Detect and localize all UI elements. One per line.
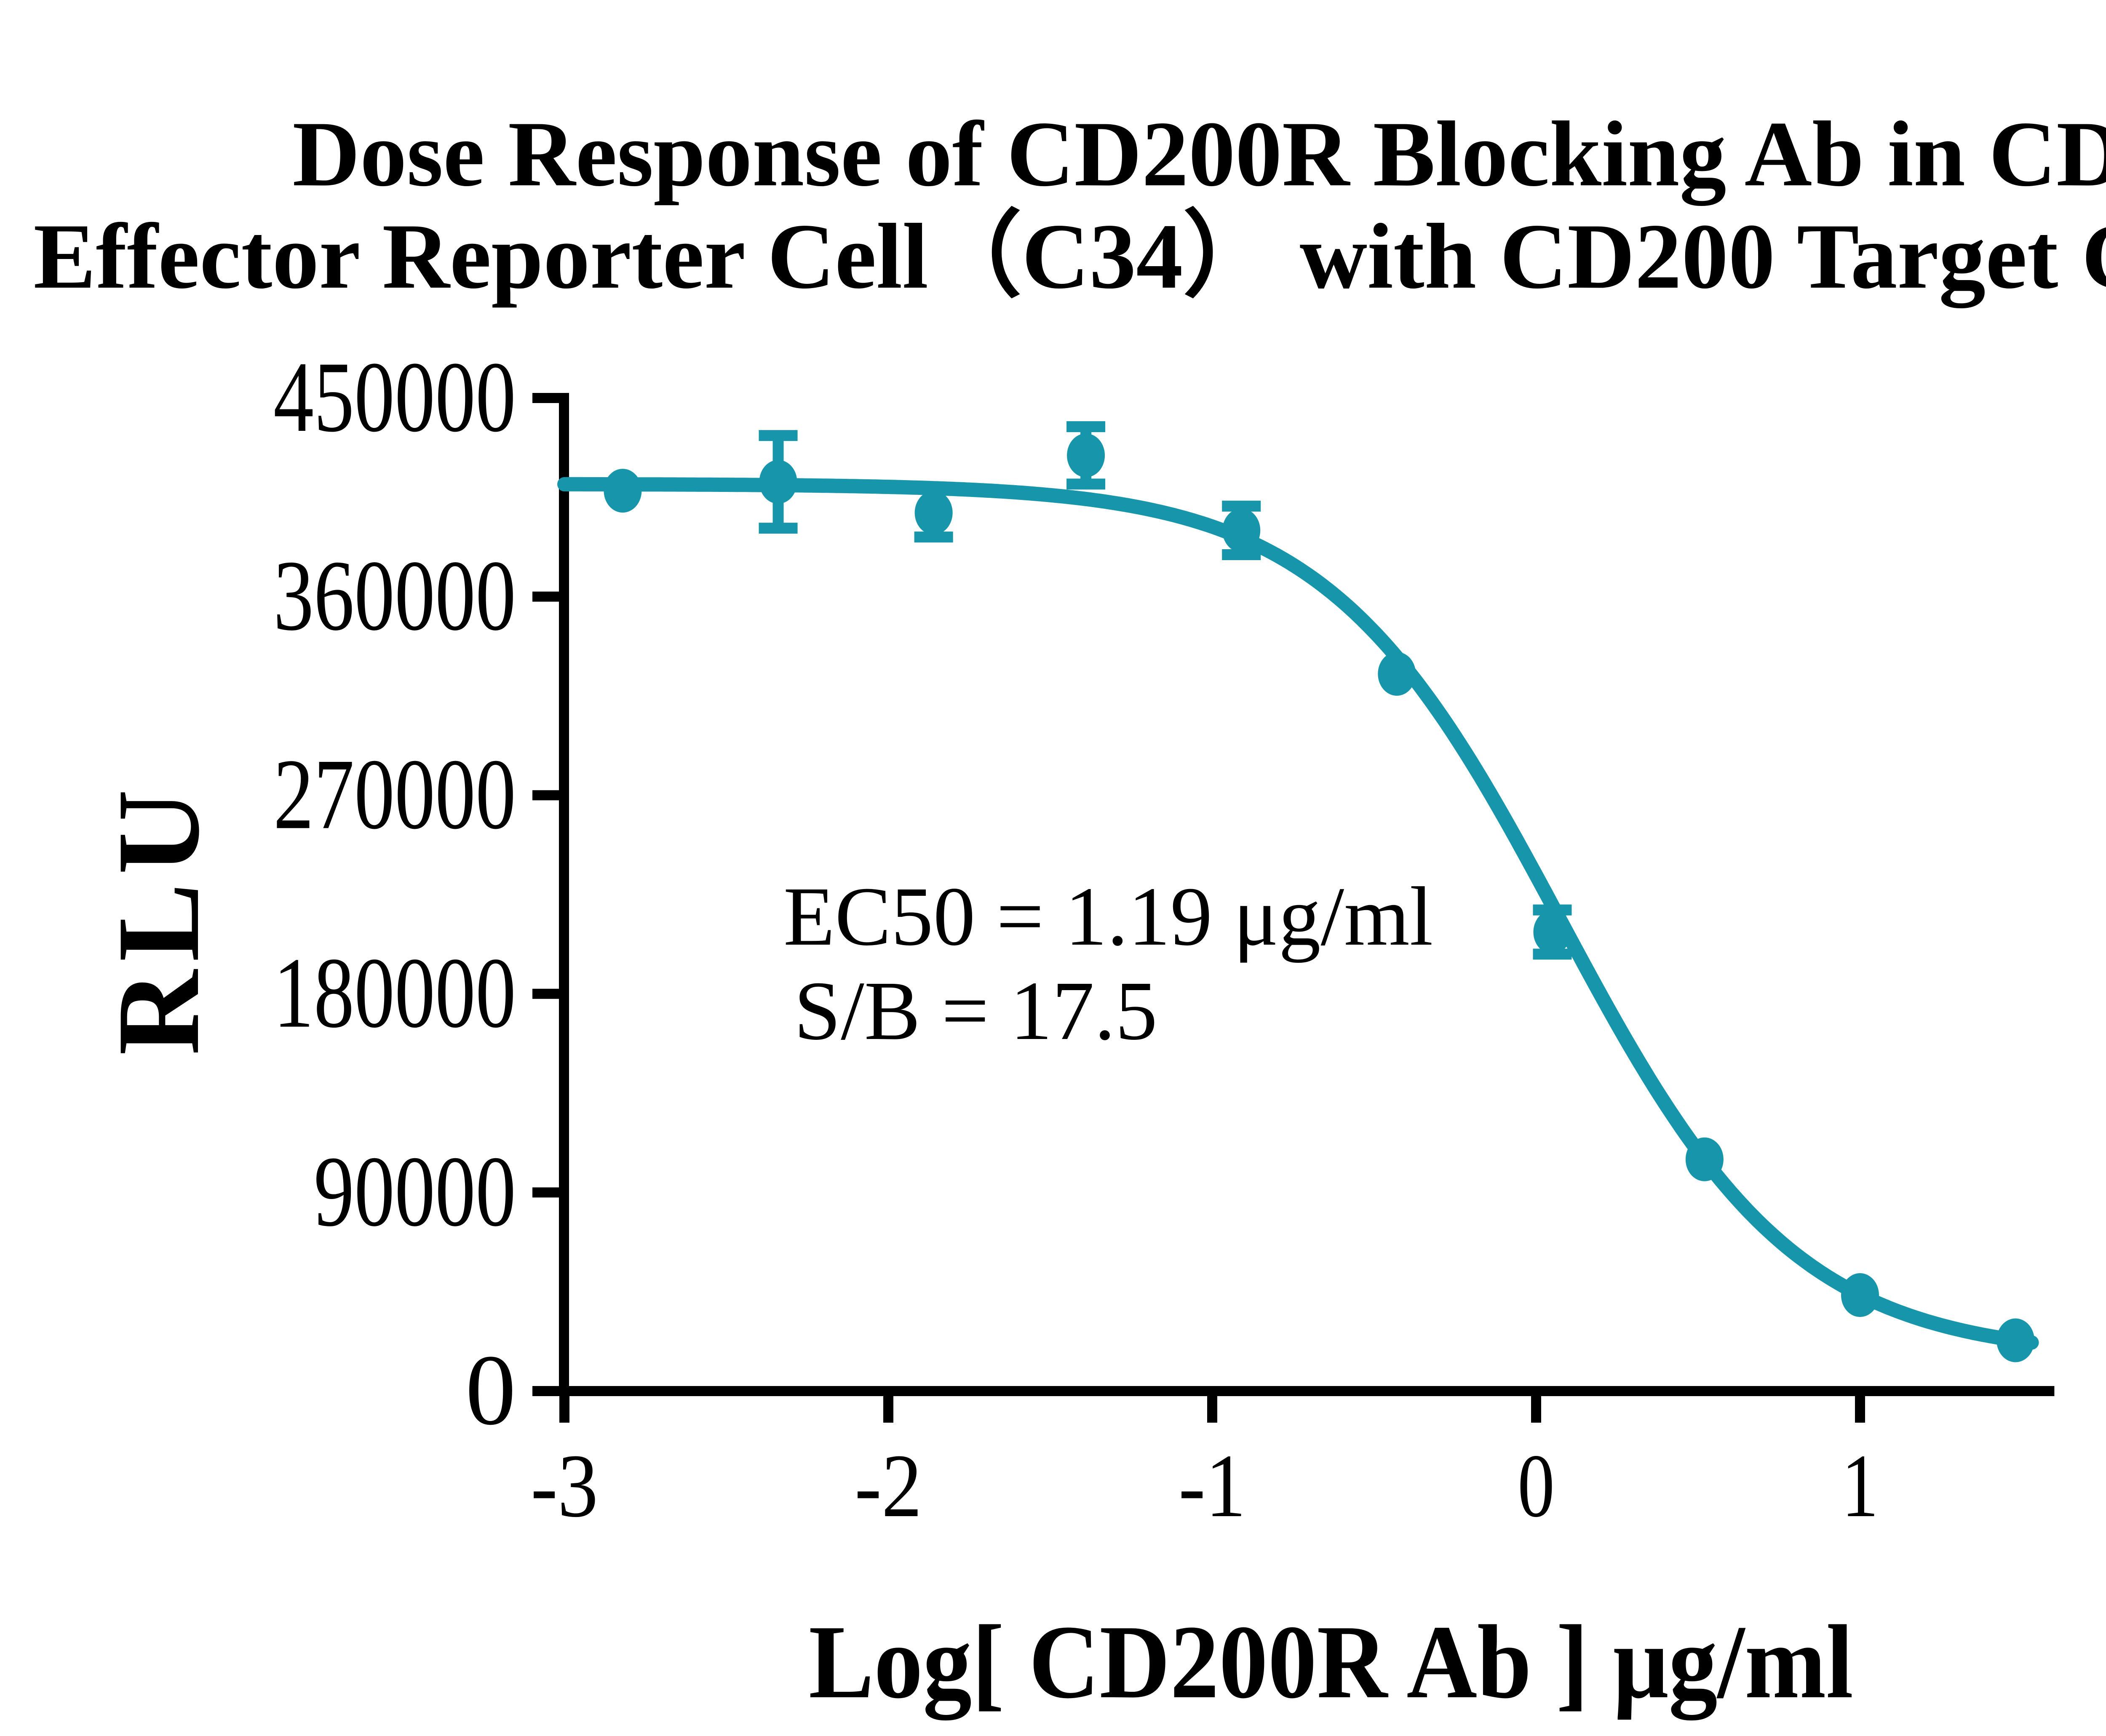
data-point-marker: [1685, 1137, 1724, 1181]
y-axis-ticks: [532, 393, 564, 1396]
y-tick-label: 450000: [273, 341, 516, 453]
x-tick-label: -3: [531, 1435, 598, 1536]
x-axis-ticks: [559, 1396, 1865, 1423]
y-tick-label: 0: [465, 1334, 516, 1446]
data-point-marker: [759, 460, 797, 504]
x-tick-label: 1: [1841, 1435, 1879, 1536]
y-tick-label: 90000: [314, 1135, 516, 1247]
y-axis-tick-labels: 0 90000 180000 270000 360000 450000: [273, 341, 516, 1446]
data-points: [604, 433, 2035, 1362]
sb-annotation: S/B = 17.5: [794, 964, 1157, 1058]
y-tick-label: 360000: [273, 539, 516, 652]
data-point-marker: [604, 469, 642, 513]
data-point-marker: [1533, 910, 1571, 954]
y-axis-title: RLU: [93, 781, 224, 1055]
chart-title-line2: Effector Reporter Cell（C34） with CD200 T…: [33, 205, 2106, 308]
x-tick-label: -2: [855, 1435, 922, 1536]
data-point-marker: [914, 491, 953, 535]
data-point-marker: [1378, 652, 1416, 696]
data-point-marker: [1222, 508, 1261, 553]
chart-title-line1: Dose Response of CD200R Blocking Ab in C…: [292, 102, 2106, 206]
data-point-marker: [1067, 433, 1105, 478]
x-tick-label: 0: [1518, 1435, 1555, 1536]
data-point-marker: [1996, 1318, 2035, 1362]
data-point-marker: [1841, 1273, 1879, 1317]
fit-curve: [557, 477, 2039, 1350]
x-axis-tick-labels: -3 -2 -1 0 1: [531, 1435, 1879, 1536]
y-tick-label: 270000: [273, 738, 516, 850]
x-axis-title: Log[ CD200R Ab ] μg/ml: [809, 1604, 1853, 1720]
y-tick-label: 180000: [273, 937, 516, 1049]
ec50-annotation: EC50 = 1.19 μg/ml: [783, 870, 1433, 963]
x-tick-label: -1: [1179, 1435, 1246, 1536]
